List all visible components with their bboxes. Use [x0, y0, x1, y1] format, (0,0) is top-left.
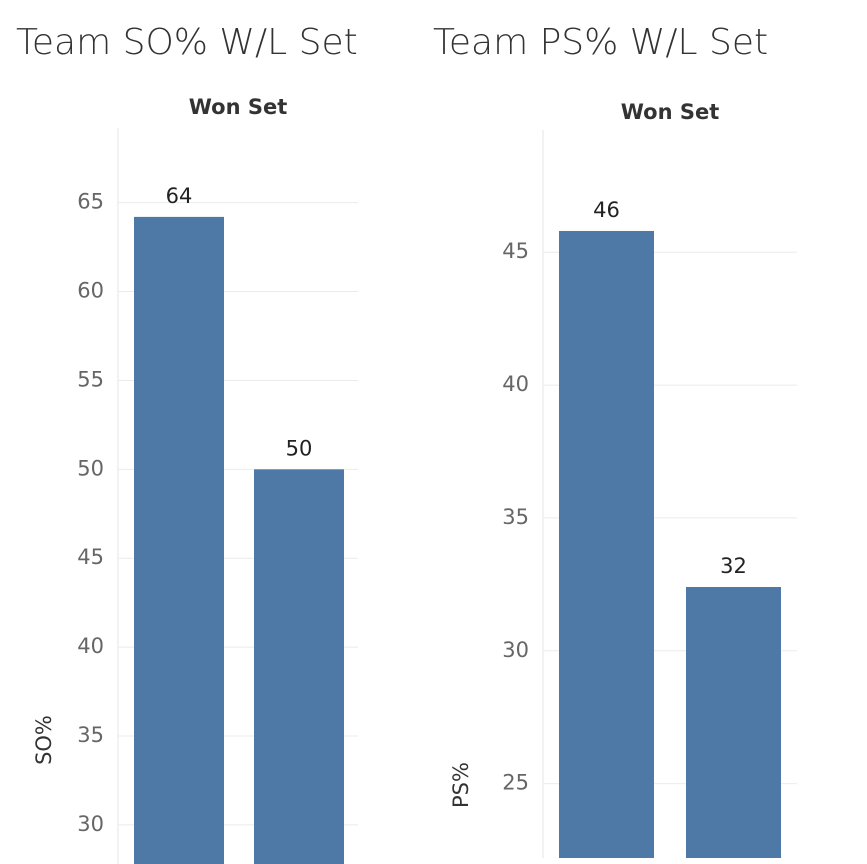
- chart-title: Team PS% W/L Set: [433, 22, 768, 63]
- y-tick-label: 45: [77, 545, 104, 569]
- y-tick-label: 65: [77, 190, 104, 214]
- chart: Team SO% W/L Set Won Set SO% 30 35 40 45 50 55 60…: [16, 22, 358, 864]
- bar: [559, 230, 654, 858]
- value-label: 64: [166, 184, 193, 208]
- y-tick-label: 35: [502, 505, 529, 529]
- y-tick-label: 30: [502, 638, 529, 662]
- bar: [686, 586, 781, 858]
- value-label: 32: [720, 554, 747, 578]
- value-label: 50: [286, 436, 313, 460]
- y-tick-label: 40: [77, 634, 104, 658]
- value-label: 46: [593, 198, 620, 222]
- y-tick-label: 55: [77, 367, 104, 391]
- chart-title: Team SO% W/L Set: [16, 22, 358, 63]
- bar: [254, 469, 344, 864]
- y-tick-label: 60: [77, 279, 104, 303]
- y-tick-label: 50: [77, 456, 104, 480]
- chart: Team PS% W/L Set Won Set PS% 25 30 35 40 45 46 32: [433, 22, 797, 858]
- column-header: Won Set: [189, 95, 288, 119]
- y-tick-label: 25: [502, 771, 529, 795]
- y-tick-label: 35: [77, 723, 104, 747]
- y-axis-title: PS%: [449, 762, 473, 808]
- column-header: Won Set: [621, 100, 720, 124]
- y-tick-label: 30: [77, 812, 104, 836]
- bar: [134, 216, 224, 864]
- y-tick-label: 45: [502, 239, 529, 263]
- y-axis-title: SO%: [32, 715, 56, 765]
- y-tick-label: 40: [502, 372, 529, 396]
